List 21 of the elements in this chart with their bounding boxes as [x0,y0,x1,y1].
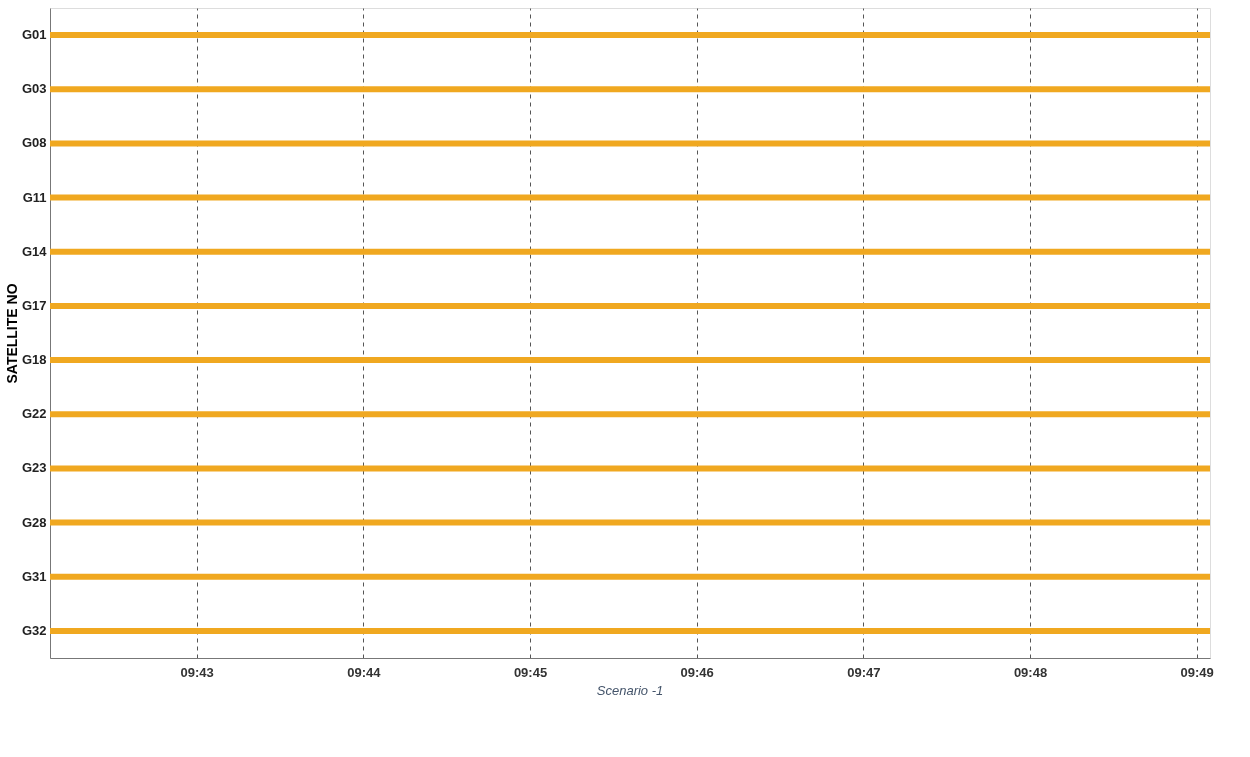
x-tick-label: 09:44 [347,664,382,680]
y-tick-label: G22 [21,406,47,422]
y-tick-label: G11 [22,189,47,205]
y-tick-label: G08 [21,135,47,151]
x-tick-label: 09:43 [180,664,214,680]
x-tick-label: 09:48 [1013,664,1048,680]
x-tick-label: 09:46 [680,664,714,680]
y-tick-label: G32 [21,622,47,638]
text: Scenario -1 [596,683,664,698]
y-tick-label: G23 [21,460,47,476]
y-tick-label: G17 [21,297,47,313]
y-tick-label: G01 [21,27,47,43]
x-tick-label: 09:49 [1180,664,1214,680]
y-tick-label: G03 [21,81,47,97]
y-tick-label: G28 [21,514,47,530]
x-tick-label: 09:47 [847,664,881,680]
x-tick-label: 09:45 [513,664,548,680]
y-tick-label: G14 [21,243,48,259]
y-axis-title: SATELLITE NO [3,283,20,384]
y-tick-label: G18 [21,352,47,368]
y-tick-label: G31 [21,568,47,584]
